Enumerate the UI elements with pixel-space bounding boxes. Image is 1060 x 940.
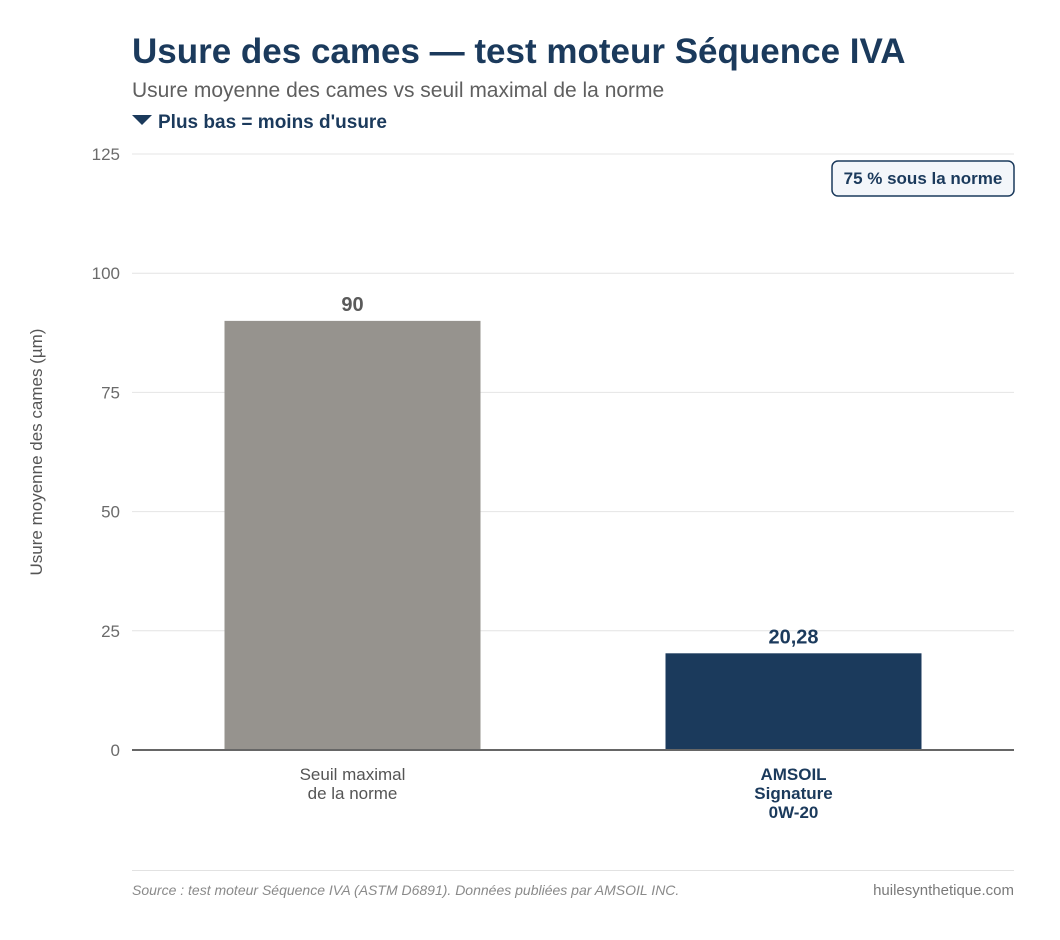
footer-divider — [132, 870, 1014, 871]
bar-chart: 0 25 50 75 100 125 90 Seuil maximal de la norme 2… — [27, 145, 1015, 822]
badge-text: 75 % sous la norme — [844, 169, 1003, 188]
note-text: Plus bas = moins d'usure — [158, 112, 387, 133]
lower-is-better-note: Plus bas = moins d'usure — [132, 112, 387, 134]
site-credit: huilesynthetique.com — [873, 882, 1014, 899]
y-tick-label: 50 — [101, 503, 120, 522]
x-tick-label: Seuil maximal de la norme — [300, 765, 406, 803]
bar — [224, 320, 481, 750]
badge-box — [831, 160, 1015, 197]
down-triangle-icon — [132, 115, 152, 125]
chart-subtitle: Usure moyenne des cames vs seuil maximal… — [132, 79, 665, 102]
y-tick-label: 100 — [92, 264, 120, 283]
y-tick-label: 0 — [111, 741, 120, 760]
y-tick-label: 25 — [101, 622, 120, 641]
y-tick-label: 125 — [92, 145, 120, 164]
data-label: 20,28 — [768, 626, 818, 648]
source-note: Source : test moteur Séquence IVA (ASTM … — [132, 882, 680, 898]
bar — [665, 653, 922, 750]
y-axis-title: Usure moyenne des cames (µm) — [27, 329, 46, 576]
data-label: 90 — [341, 294, 363, 316]
chart-title: Usure des cames — test moteur Séquence I… — [132, 32, 906, 71]
x-tick-label: AMSOIL Signature 0W-20 — [754, 765, 832, 822]
y-tick-label: 75 — [101, 383, 120, 402]
